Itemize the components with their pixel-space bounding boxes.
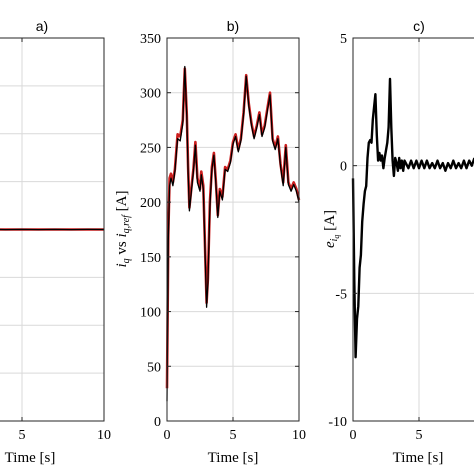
panel-b-ylabel-i2: i xyxy=(114,233,130,237)
y-tick-label: 50 xyxy=(147,360,161,375)
x-tick-label: 5 xyxy=(19,428,26,443)
panel-b-ylabel: iq vs iq,ref [A] xyxy=(114,190,132,267)
y-tick-label: 100 xyxy=(140,306,161,321)
x-tick-label: 5 xyxy=(230,428,237,443)
panel-c-ylabel-e: e xyxy=(322,241,338,248)
y-tick-label: 300 xyxy=(140,87,161,102)
panel-b-ylabel-unit: [A] xyxy=(114,190,130,215)
series-line xyxy=(166,65,300,402)
series-line xyxy=(351,77,474,359)
panel-c-title: c) xyxy=(413,18,425,34)
y-tick-label: -10 xyxy=(328,415,347,430)
panel-c-xlabel: Time [s] xyxy=(393,450,444,466)
y-tick-label: 0 xyxy=(154,415,161,430)
y-tick-label: 200 xyxy=(140,196,161,211)
x-tick-label: 10 xyxy=(97,428,111,443)
y-tick-label: -5 xyxy=(335,287,347,302)
panel-c-ylabel-sub-q: q xyxy=(332,235,341,239)
panel-c-ylabel-unit: [A] xyxy=(322,210,338,235)
x-tick-label: 0 xyxy=(164,428,171,443)
panel-b-ylabel-vs: vs xyxy=(114,237,130,258)
y-tick-label: 250 xyxy=(140,141,161,156)
x-tick-label: 10 xyxy=(292,428,306,443)
y-tick-label: 150 xyxy=(140,251,161,266)
panel-b-ylabel-sub2: q,ref xyxy=(121,214,132,233)
panel-c-ylabel-sub-i: i xyxy=(329,238,340,241)
panel-c-frame xyxy=(352,37,474,422)
y-tick-label: 0 xyxy=(340,160,347,175)
x-tick-label: 5 xyxy=(416,428,423,443)
y-tick-label: 5 xyxy=(340,32,347,47)
panel-c-ylabel: eiq [A] xyxy=(322,210,341,248)
panel-a-title: a) xyxy=(36,18,48,34)
panel-c: 0 5 -10 -5 0 5 c) Time [s] eiq [A] xyxy=(322,18,474,466)
x-tick-label: 0 xyxy=(350,428,357,443)
panel-b-ylabel-i: i xyxy=(114,263,130,267)
panel-b-ylabel-sub1: q xyxy=(121,258,132,263)
panel-b-xlabel: Time [s] xyxy=(208,450,259,466)
panel-b-title: b) xyxy=(227,18,239,34)
panel-a-xlabel: Time [s] xyxy=(5,450,56,466)
y-tick-label: 350 xyxy=(140,32,161,47)
